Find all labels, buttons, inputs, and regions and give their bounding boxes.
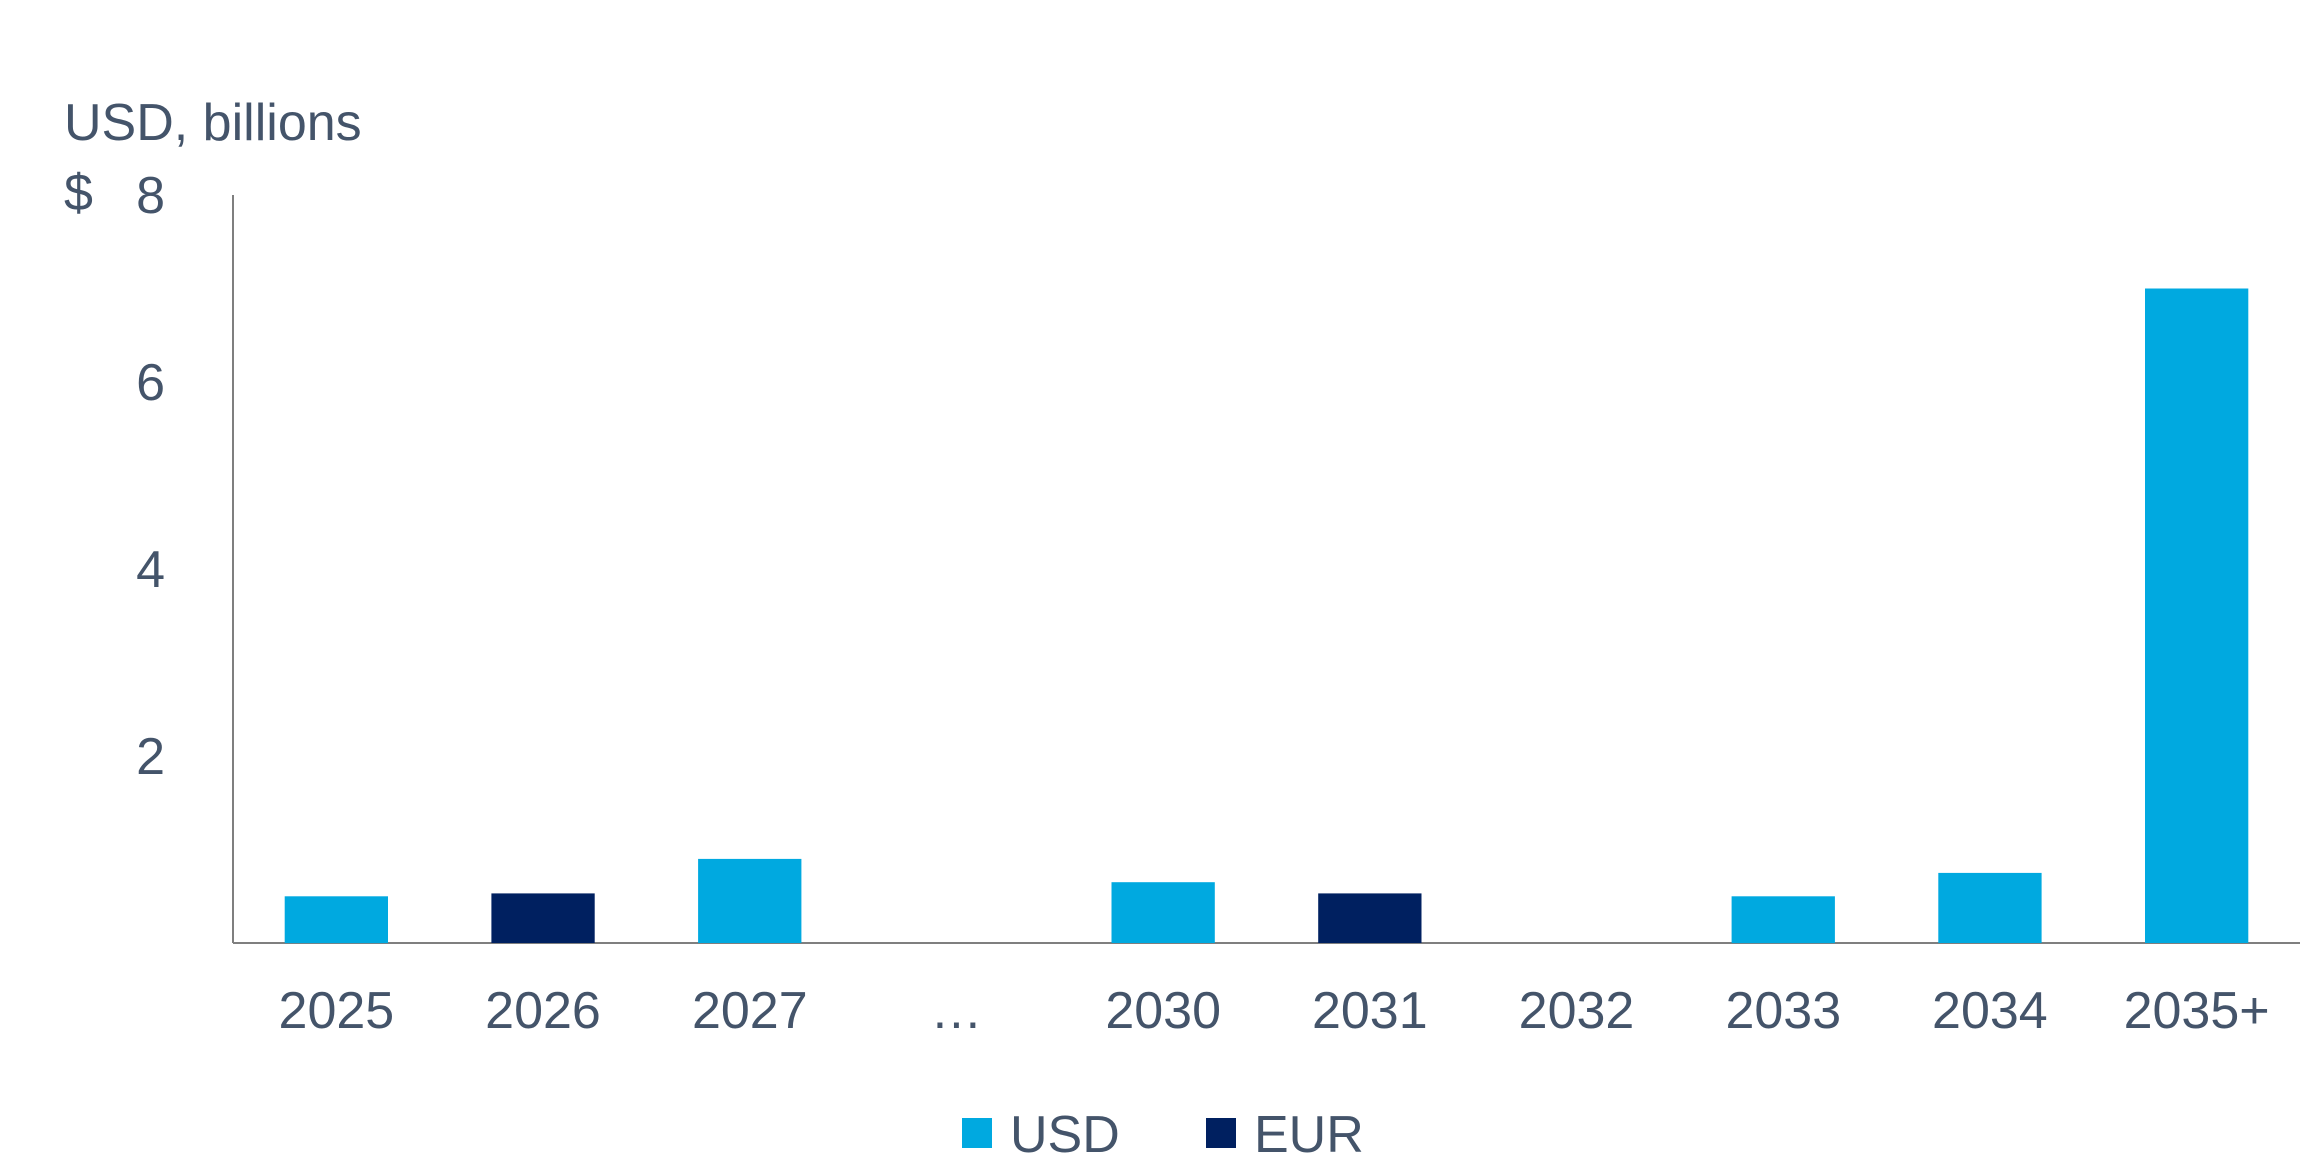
legend-label-eur: EUR — [1254, 1106, 1364, 1164]
x-tick-label: 2033 — [1725, 982, 1841, 1040]
x-tick-label: 2034 — [1932, 982, 2048, 1040]
legend-label-usd: USD — [1010, 1106, 1120, 1164]
x-tick-label: 2030 — [1105, 982, 1221, 1040]
bar-usd-2027 — [698, 858, 802, 943]
x-tick-label: 2027 — [692, 982, 808, 1040]
y-tick-label: 8 — [136, 167, 165, 225]
currency-symbol: $ — [64, 164, 93, 222]
y-tick-label: 2 — [136, 728, 165, 786]
y-tick-label: 6 — [136, 354, 165, 412]
x-tick-label: 2025 — [279, 982, 395, 1040]
bar-usd-2025 — [284, 896, 388, 944]
y-tick-labels: 2 4 6 8 — [136, 167, 165, 786]
legend: USD EUR — [962, 1106, 1364, 1164]
legend-swatch-usd — [962, 1118, 992, 1148]
bar-eur-2031 — [1318, 893, 1422, 943]
x-tick-label: 2031 — [1312, 982, 1428, 1040]
bar-usd-2034 — [1938, 872, 2042, 943]
bars — [284, 288, 2249, 944]
x-tick-label: 2026 — [485, 982, 601, 1040]
x-tick-label: 2032 — [1519, 982, 1635, 1040]
y-axis-label: USD, billions — [64, 94, 362, 152]
bar-eur-2026 — [491, 893, 595, 943]
y-tick-label: 4 — [136, 541, 165, 599]
bar-usd-2030 — [1111, 882, 1215, 943]
bar-usd-2033 — [1731, 896, 1835, 944]
bar-usd-2035+ — [2145, 288, 2249, 943]
x-tick-label: 2035+ — [2124, 982, 2270, 1040]
x-tick-label: … — [930, 982, 982, 1040]
legend-swatch-eur — [1206, 1118, 1236, 1148]
x-tick-labels: 2025 2026 2027 … 2030 2031 2032 2033 2034 2035+ — [279, 982, 2270, 1040]
